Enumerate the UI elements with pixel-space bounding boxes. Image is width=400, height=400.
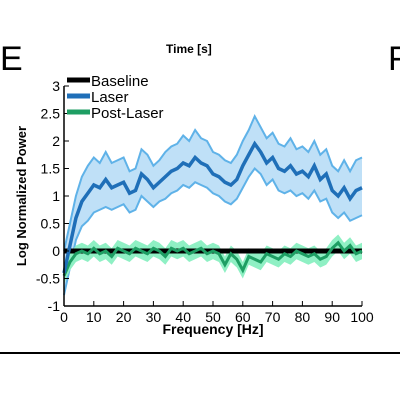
- x-tick-label: 10: [86, 309, 102, 325]
- y-tick-label: 1: [52, 188, 60, 204]
- y-axis-label: Log Normalized Power: [14, 126, 29, 266]
- laser-error-band: [64, 116, 362, 295]
- x-tick-label: 50: [205, 309, 221, 325]
- y-tick-label: 3: [52, 78, 60, 94]
- y-tick-label: -1: [48, 298, 61, 314]
- x-tick-label: 20: [116, 309, 132, 325]
- laser-band-upper-edge: [63, 113, 363, 252]
- x-axis-label: Frequency [Hz]: [162, 321, 263, 337]
- legend-label-post-laser: Post-Laser: [91, 105, 164, 122]
- laser-band-lower-edge: [63, 167, 363, 296]
- post-laser-error-band: [64, 234, 362, 284]
- y-tick-label: 2.5: [41, 106, 61, 122]
- x-tick-label: 0: [60, 309, 68, 325]
- x-tick-label: 60: [235, 309, 251, 325]
- panel-letter-e: E: [0, 40, 23, 78]
- y-tick-label: 0.5: [41, 216, 61, 232]
- panel-letter-f: F: [388, 40, 400, 78]
- legend-label-laser: Laser: [91, 89, 129, 106]
- post-laser-line: [62, 240, 363, 277]
- x-tick-label: 70: [265, 309, 281, 325]
- x-tick-label: 80: [295, 309, 311, 325]
- x-tick-label: 40: [175, 309, 191, 325]
- laser-line: [62, 140, 363, 274]
- y-tick-label: 0: [52, 243, 60, 259]
- x-tick-label: 30: [146, 309, 162, 325]
- x-tick-label: 90: [324, 309, 340, 325]
- legend-label-baseline: Baseline: [91, 73, 149, 90]
- y-tick-label: -0.5: [36, 271, 60, 287]
- x-tick-label: 100: [350, 309, 374, 325]
- bottom-divider: [0, 352, 400, 354]
- top-axis-label: Time [s]: [166, 42, 212, 56]
- y-tick-label: 1.5: [41, 161, 61, 177]
- y-tick-label: 2: [52, 133, 60, 149]
